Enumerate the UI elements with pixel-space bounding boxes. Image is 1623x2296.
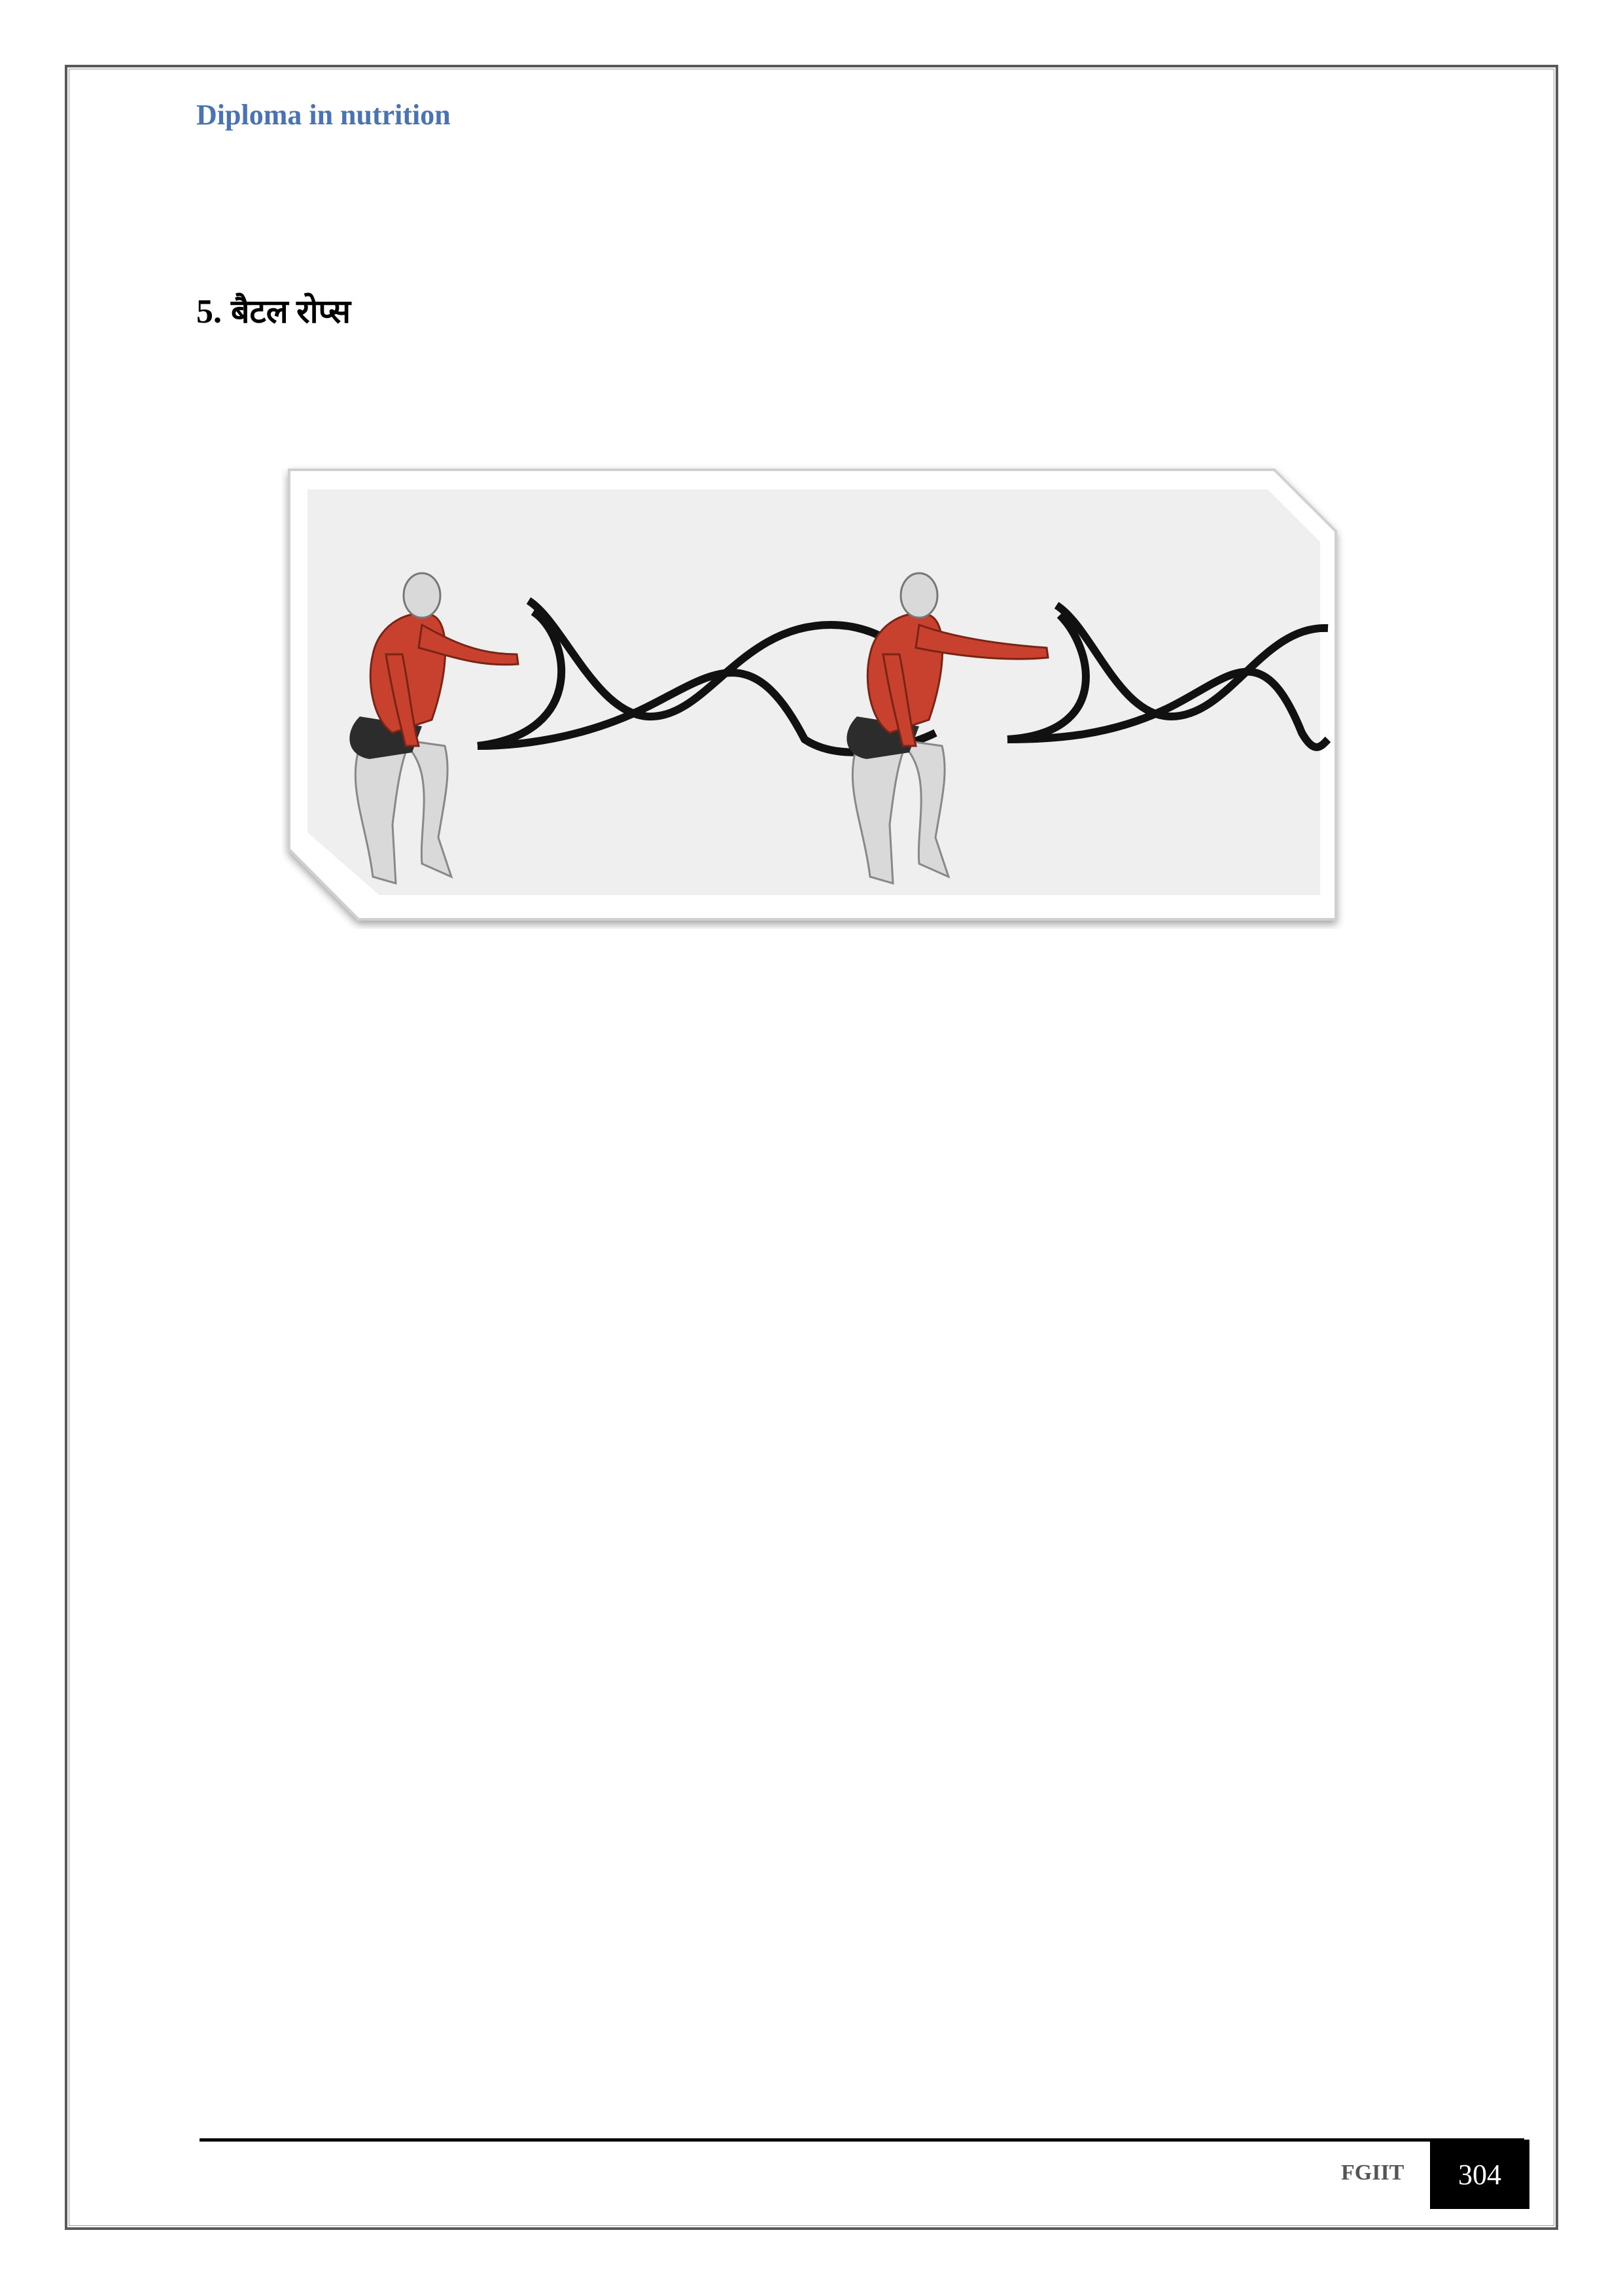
figure-right-person (846, 572, 1331, 885)
figure-background (307, 489, 1320, 895)
page-border-inner (69, 69, 1554, 2226)
section-number: 5. (196, 293, 222, 330)
document-header-title: Diploma in nutrition (196, 99, 451, 131)
page-number: 304 (1458, 2158, 1501, 2191)
battle-ropes-figure (281, 458, 1361, 929)
figure-left-person (349, 572, 939, 885)
page-border (65, 65, 1558, 2230)
footer-org-name: FGIIT (1341, 2161, 1405, 2185)
section-heading: 5. बैटल रोप्स (196, 288, 351, 332)
section-title: बैटल रोप्स (231, 293, 351, 330)
page-number-box: 304 (1430, 2140, 1529, 2209)
footer-rule (200, 2138, 1524, 2142)
battle-ropes-exercise-illustration (288, 468, 1337, 921)
